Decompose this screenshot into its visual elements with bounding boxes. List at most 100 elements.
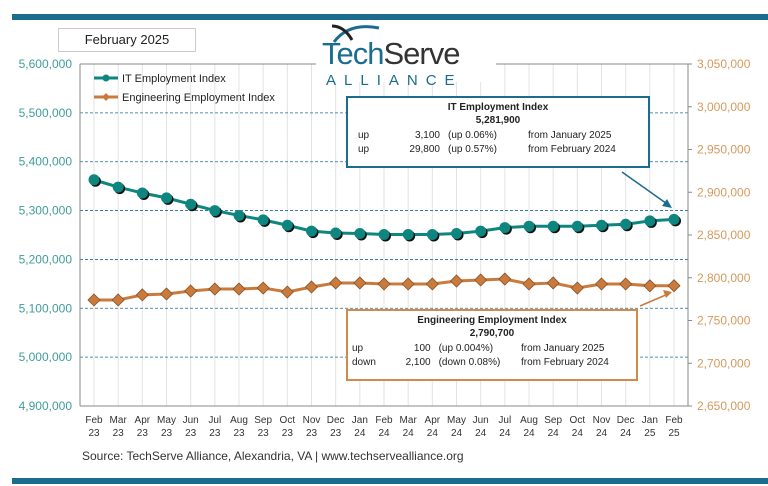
x-tick-label: Dec 23 (327, 415, 345, 439)
summary-cell: from February 2024 (521, 357, 609, 368)
eng-data-point (135, 288, 149, 302)
arrowhead-icon (662, 199, 672, 208)
eng-data-point (184, 284, 198, 298)
it-data-point (499, 222, 511, 234)
it-data-point (185, 198, 197, 210)
eng-data-point (401, 277, 415, 291)
it-data-point (620, 218, 632, 230)
summary-cell: 2,100 (405, 357, 431, 368)
right-axis-tick-label: 3,050,000 (697, 57, 751, 71)
month-label: February 2025 (58, 28, 196, 52)
eng-data-point (643, 279, 657, 293)
it-data-point (378, 229, 390, 241)
x-tick-label: Nov 23 (303, 415, 321, 439)
eng-data-point (111, 293, 125, 307)
x-tick-label: Aug 23 (230, 415, 248, 439)
left-axis-tick-label: 5,600,000 (19, 57, 73, 71)
techserve-logo: TechServe ALLIANCE (316, 22, 496, 89)
eng-data-point (377, 277, 391, 291)
right-axis-tick-label: 2,700,000 (697, 356, 751, 370)
x-tick-label: Aug 24 (520, 415, 538, 439)
it-summary-box: IT Employment Index 5,281,900 up 3,100 (up… (346, 96, 650, 168)
x-tick-label: Apr 24 (425, 415, 441, 439)
x-tick-label: Jan 25 (642, 415, 658, 439)
eng-data-point (280, 285, 294, 299)
x-tick-label: Sep 24 (544, 415, 562, 439)
summary-cell: up (358, 130, 370, 141)
summary-row: down 2,100 (down 0.08%) from February 2024 (352, 356, 636, 370)
x-tick-label: Mar 24 (400, 415, 418, 439)
it-data-point (281, 219, 293, 231)
summary-cell: up (358, 144, 370, 155)
right-axis-tick-label: 2,650,000 (697, 399, 751, 413)
summary-cell: down (352, 357, 376, 368)
legend-label: Engineering Employment Index (122, 92, 275, 104)
x-tick-label: Jan 24 (352, 415, 368, 439)
summary-row: up 100 (up 0.004%) from January 2025 (352, 342, 636, 356)
eng-data-point (208, 282, 222, 296)
summary-cell: 3,100 (414, 130, 440, 141)
legend-label: IT Employment Index (122, 73, 226, 85)
it-data-point (571, 220, 583, 232)
legend-marker (102, 74, 110, 82)
engineering-summary-box: Engineering Employment Index 2,790,700 u… (346, 309, 638, 381)
summary-cell: (up 0.06%) (448, 130, 497, 141)
it-data-point (426, 229, 438, 241)
legend-marker (102, 93, 110, 101)
it-data-point (475, 225, 487, 237)
summary-cell: 100 (413, 343, 431, 354)
it-data-point (547, 220, 559, 232)
eng-data-point (449, 274, 464, 288)
left-axis-tick-label: 4,900,000 (19, 399, 73, 413)
summary-cell: from January 2025 (528, 130, 612, 141)
it-data-point (233, 209, 245, 221)
it-data-point (209, 205, 221, 217)
x-tick-label: Jun 24 (473, 415, 489, 439)
eng-data-point (87, 293, 101, 307)
eng-data-point (667, 279, 681, 293)
it-data-point (330, 227, 342, 239)
left-axis-tick-label: 5,100,000 (19, 301, 73, 315)
it-data-point (668, 213, 680, 225)
summary-cell: from February 2024 (528, 144, 616, 155)
summary-cell: from January 2025 (521, 343, 605, 354)
eng-data-point (353, 276, 367, 290)
it-data-point (644, 215, 656, 227)
x-tick-label: Jul 23 (208, 415, 221, 439)
it-data-point (161, 192, 172, 204)
arrowhead-icon (663, 290, 672, 298)
it-data-point (112, 181, 124, 193)
eng-data-point (619, 277, 633, 291)
summary-row: up 29,800 (up 0.57%) from February 2024 (358, 143, 648, 157)
x-tick-label: Nov 24 (593, 415, 611, 439)
it-data-point (523, 220, 535, 232)
eng-data-point (546, 276, 560, 290)
x-tick-label: Oct 23 (280, 415, 296, 439)
top-bar (12, 14, 768, 20)
x-tick-label: Jul 24 (498, 415, 511, 439)
left-axis-tick-label: 5,300,000 (19, 204, 73, 218)
right-axis-tick-label: 2,950,000 (697, 143, 751, 157)
eng-data-point (159, 287, 174, 301)
x-tick-label: Mar 23 (110, 415, 128, 439)
it-data-point (306, 225, 317, 237)
x-tick-label: Feb 25 (665, 415, 683, 439)
right-axis-tick-label: 2,900,000 (697, 185, 751, 199)
eng-data-point (474, 273, 488, 287)
eng-data-point (570, 281, 584, 295)
left-axis-tick-label: 5,000,000 (19, 350, 73, 364)
eng-callout-arrow (639, 293, 669, 307)
summary-cell: (up 0.004%) (438, 343, 494, 354)
x-tick-label: Dec 24 (617, 415, 635, 439)
eng-data-point (594, 277, 609, 291)
x-tick-label: Apr 23 (135, 415, 151, 439)
left-axis-tick-label: 5,500,000 (19, 106, 73, 120)
left-axis-tick-label: 5,400,000 (19, 155, 73, 169)
right-axis-tick-label: 3,000,000 (697, 100, 751, 114)
summary-cell: up (352, 343, 364, 354)
logo-swoosh-icon (331, 24, 380, 43)
summary-cell: (up 0.57%) (448, 144, 497, 155)
right-axis-tick-label: 2,850,000 (697, 228, 751, 242)
eng-data-point (329, 276, 343, 290)
